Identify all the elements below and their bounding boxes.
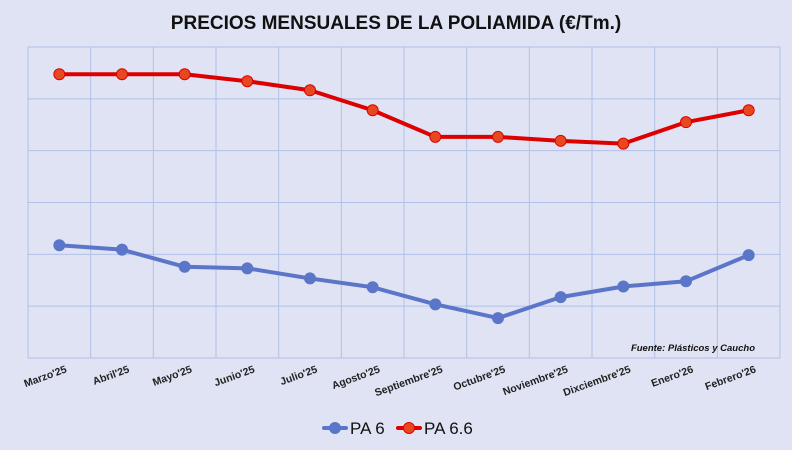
data-point-pa-6 bbox=[241, 262, 254, 275]
data-point-pa-6 bbox=[304, 272, 316, 285]
series-line-pa-6 bbox=[57, 243, 751, 321]
series-pa-6-6 bbox=[53, 68, 755, 150]
legend-swatch-marker bbox=[329, 422, 341, 434]
data-point-pa-6 bbox=[742, 249, 755, 262]
data-point-pa-6-6 bbox=[241, 75, 254, 88]
data-point-pa-6-6 bbox=[53, 68, 66, 81]
data-point-pa-6 bbox=[617, 280, 630, 293]
data-point-pa-6-6 bbox=[554, 134, 567, 147]
x-tick-label: Abril'25 bbox=[91, 363, 131, 387]
data-point-pa-6-6 bbox=[304, 84, 316, 97]
legend-label: PA 6.6 bbox=[424, 419, 473, 438]
x-tick-label: Junio'25 bbox=[213, 363, 257, 389]
data-point-pa-6-6 bbox=[116, 68, 128, 81]
x-axis-tick-labels: Marzo'25 Abril'25 Mayo'25 Junio'25 Julio'25 A… bbox=[22, 363, 757, 399]
data-point-pa-6 bbox=[429, 298, 442, 311]
x-tick-label: Julio'25 bbox=[279, 363, 320, 388]
x-tick-label: Marzo'25 bbox=[22, 363, 68, 390]
data-point-pa-6 bbox=[53, 239, 66, 252]
series-pa-6 bbox=[53, 239, 755, 325]
chart-title: PRECIOS MENSUALES DE LA POLIAMIDA (€/Tm.… bbox=[171, 13, 621, 34]
data-point-pa-6 bbox=[178, 260, 191, 273]
data-point-pa-6-6 bbox=[366, 104, 379, 117]
data-point-pa-6 bbox=[492, 312, 504, 325]
data-point-pa-6 bbox=[366, 281, 379, 294]
data-point-pa-6-6 bbox=[429, 130, 442, 143]
legend-swatch-marker bbox=[403, 422, 415, 434]
data-point-pa-6-6 bbox=[492, 130, 504, 143]
x-tick-label: Mayo'25 bbox=[151, 363, 194, 388]
data-point-pa-6-6 bbox=[617, 137, 630, 150]
x-tick-label: Octubre'25 bbox=[452, 363, 507, 393]
x-tick-label: Septiembre'25 bbox=[373, 363, 444, 399]
legend-item-pa-6-6: PA 6.6 bbox=[396, 419, 473, 438]
x-tick-label: Dixciembre'25 bbox=[562, 363, 633, 399]
data-point-pa-6 bbox=[554, 291, 567, 304]
data-point-pa-6-6 bbox=[680, 116, 692, 129]
x-tick-label: Noviembre'25 bbox=[501, 363, 570, 398]
data-point-pa-6-6 bbox=[742, 104, 755, 117]
plot-grid bbox=[27, 46, 781, 359]
legend-item-pa-6: PA 6 bbox=[322, 419, 385, 438]
data-point-pa-6-6 bbox=[178, 68, 191, 81]
plot-series bbox=[53, 68, 755, 325]
series-line-pa-6-6 bbox=[57, 72, 751, 146]
x-tick-label: Febrero'26 bbox=[704, 363, 758, 393]
source-annotation: Fuente: Plásticos y Caucho bbox=[631, 343, 755, 354]
chart-legend: PA 6 PA 6.6 bbox=[322, 419, 473, 438]
data-point-pa-6 bbox=[116, 243, 128, 256]
legend-label: PA 6 bbox=[350, 419, 385, 438]
data-point-pa-6 bbox=[680, 275, 692, 288]
x-tick-label: Enero'26 bbox=[650, 363, 696, 389]
